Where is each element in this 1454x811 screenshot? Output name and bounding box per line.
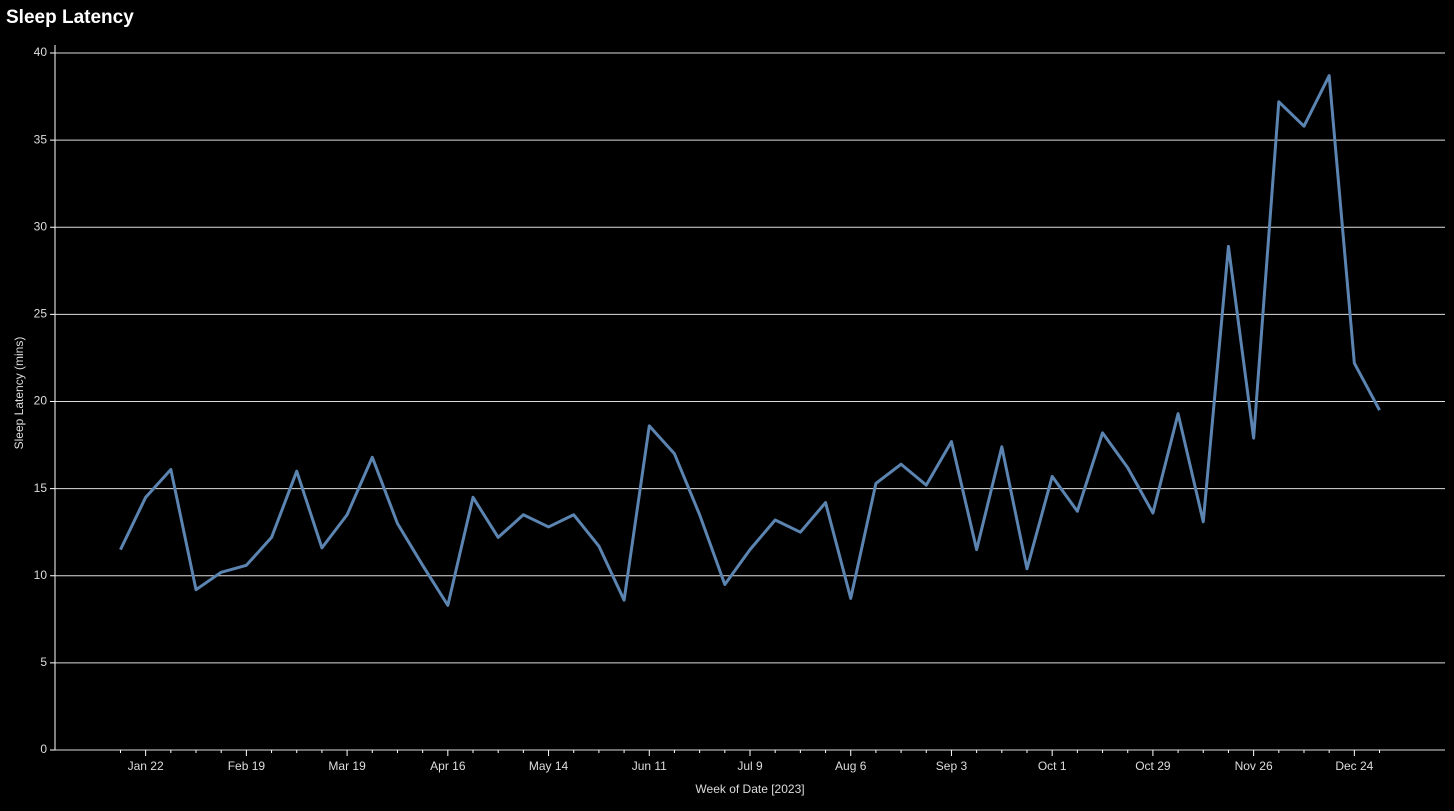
y-tick-label: 25: [34, 307, 48, 321]
x-tick-label: Nov 26: [1235, 759, 1273, 773]
y-tick-label: 10: [34, 568, 48, 582]
x-tick-label: Oct 29: [1135, 759, 1171, 773]
x-axis-label: Week of Date [2023]: [695, 782, 804, 796]
y-tick-label: 20: [34, 394, 48, 408]
y-tick-label: 35: [34, 132, 48, 146]
x-tick-label: Feb 19: [228, 759, 266, 773]
x-tick-label: Jul 9: [737, 759, 763, 773]
x-tick-label: Jan 22: [128, 759, 164, 773]
y-tick-label: 30: [34, 219, 48, 233]
line-series: [119, 74, 1381, 607]
y-tick-label: 15: [34, 481, 48, 495]
x-tick-label: Mar 19: [328, 759, 366, 773]
y-axis-label: Sleep Latency (mins): [12, 337, 26, 450]
x-tick-label: Dec 24: [1335, 759, 1373, 773]
x-tick-label: Aug 6: [835, 759, 867, 773]
x-tick-label: Apr 16: [430, 759, 466, 773]
y-tick-label: 5: [40, 655, 47, 669]
chart-title: Sleep Latency: [6, 7, 134, 28]
x-tick-label: Sep 3: [936, 759, 968, 773]
x-tick-label: Oct 1: [1038, 759, 1067, 773]
x-tick-label: Jun 11: [632, 759, 667, 773]
y-tick-label: 0: [40, 742, 47, 756]
y-tick-label: 40: [34, 45, 48, 59]
x-tick-label: May 14: [529, 759, 569, 773]
